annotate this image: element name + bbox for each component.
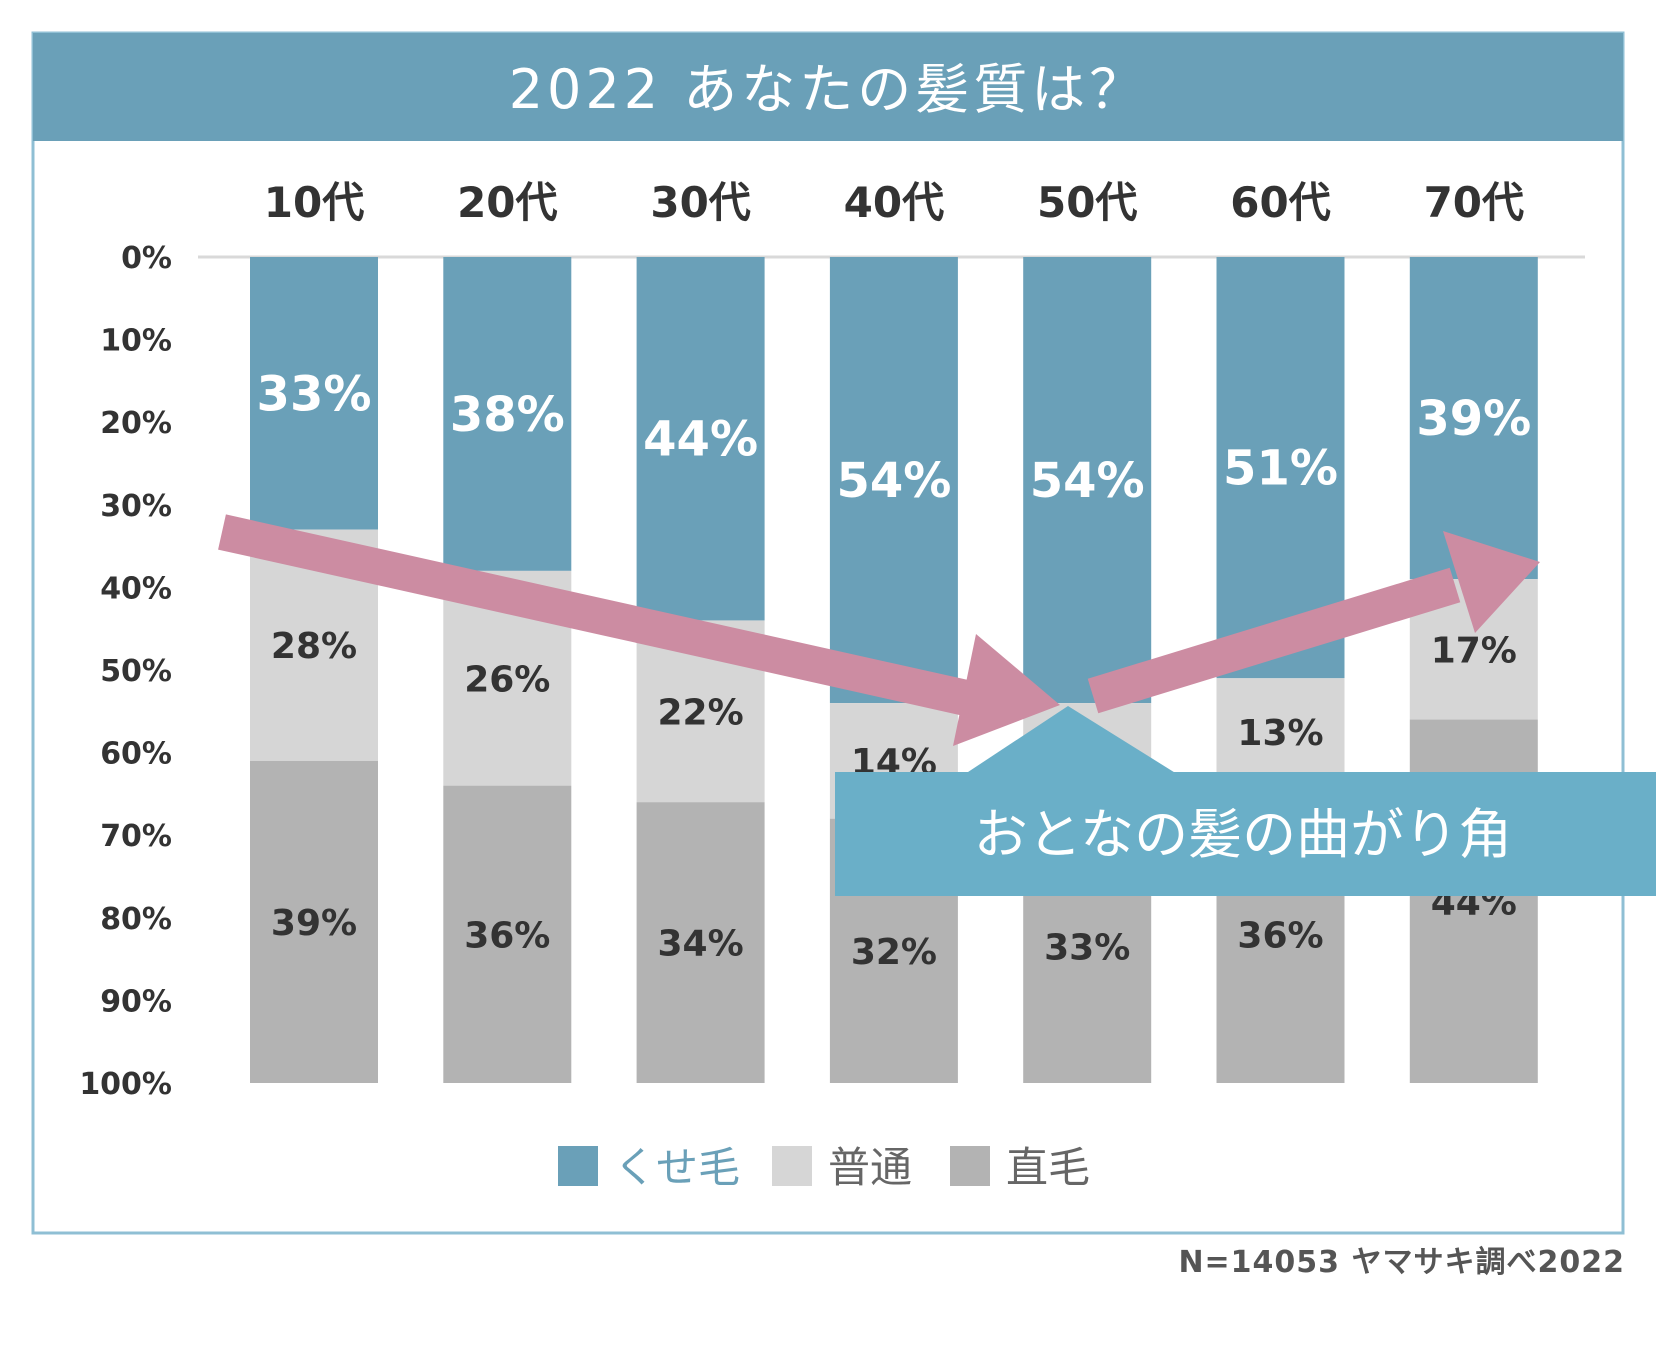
- bar-value-label-kusege: 54%: [1030, 453, 1145, 509]
- bar-segment-kusege: [443, 257, 572, 571]
- bar-value-label-kusege: 33%: [257, 366, 372, 422]
- trend-arrow-up-head: [1443, 531, 1540, 633]
- callout-text: おとなの髪の曲がり角: [974, 803, 1512, 866]
- chart-title: 2022 あなたの髪質は？: [509, 58, 1148, 121]
- x-category-label: 20代: [457, 178, 557, 227]
- bar-value-label-futsu: 17%: [1431, 630, 1517, 671]
- legend-label-futsu: 普通: [828, 1143, 912, 1192]
- y-tick-label: 50%: [100, 654, 172, 689]
- y-tick-label: 80%: [100, 902, 172, 937]
- y-tick-label: 70%: [100, 819, 172, 854]
- bar-segment-kusege: [636, 257, 765, 621]
- bar-value-label-kusege: 51%: [1223, 441, 1338, 497]
- bar-value-label-chokumo: 36%: [1237, 915, 1323, 956]
- y-tick-label: 0%: [121, 241, 172, 276]
- bar-value-label-futsu: 13%: [1237, 713, 1323, 754]
- x-category-label: 10代: [264, 178, 364, 227]
- bar-value-label-chokumo: 39%: [271, 903, 357, 944]
- y-tick-label: 10%: [100, 324, 172, 359]
- callout: おとなの髪の曲がり角: [835, 706, 1656, 896]
- y-tick-label: 90%: [100, 984, 172, 1019]
- bar-value-label-futsu: 28%: [271, 626, 357, 667]
- trend-arrow-up-shaft: [1087, 567, 1461, 714]
- x-category-label: 70代: [1424, 178, 1524, 227]
- y-tick-label: 30%: [100, 489, 172, 524]
- bar-segment-kusege: [250, 257, 378, 530]
- x-category-label: 60代: [1230, 178, 1330, 227]
- bar-value-label-futsu: 22%: [658, 692, 744, 733]
- bar-segment-kusege: [1409, 257, 1538, 580]
- trend-arrow-down-head: [953, 634, 1060, 746]
- bar-segment-chokumo: [250, 760, 378, 1083]
- source-note: N=14053 ヤマサキ調べ2022: [1178, 1245, 1625, 1280]
- legend: くせ毛 普通 直毛: [558, 1143, 1090, 1192]
- legend-swatch-futsu: [772, 1146, 812, 1186]
- bar-value-label-kusege: 54%: [836, 453, 951, 509]
- legend-label-chokumo: 直毛: [1006, 1143, 1090, 1192]
- y-axis-ticks: 0% 10% 20% 30% 40% 50% 60% 70% 80% 90% 100%: [79, 241, 172, 1102]
- bar-segment-kusege: [829, 257, 958, 704]
- bar-value-label-kusege: 38%: [450, 387, 565, 443]
- legend-swatch-chokumo: [950, 1146, 990, 1186]
- bar-segment-chokumo: [636, 802, 765, 1083]
- legend-label-kusege: くせ毛: [614, 1143, 740, 1192]
- bar-value-label-chokumo: 36%: [464, 915, 550, 956]
- segment-labels: 33%28%39%38%26%36%44%22%34%54%14%32%54%1…: [257, 366, 1532, 973]
- x-category-label: 50代: [1037, 178, 1137, 227]
- y-tick-label: 60%: [100, 737, 172, 772]
- trend-arrow-down-shaft: [218, 514, 979, 718]
- title-banner: [33, 33, 1623, 141]
- trend-arrows: [218, 514, 1540, 746]
- bar-segment-futsu: [1216, 678, 1345, 786]
- legend-swatch-kusege: [558, 1146, 598, 1186]
- x-axis-categories: 10代 20代 30代 40代 50代 60代 70代: [264, 178, 1524, 227]
- x-category-label: 40代: [844, 178, 944, 227]
- x-category-label: 30代: [650, 178, 750, 227]
- bar-value-label-chokumo: 32%: [851, 932, 937, 973]
- bar-value-label-kusege: 39%: [1416, 391, 1531, 447]
- y-tick-label: 40%: [100, 571, 172, 606]
- bar-segment-chokumo: [443, 785, 572, 1083]
- bar-value-label-futsu: 26%: [464, 659, 550, 700]
- y-tick-label: 20%: [100, 406, 172, 441]
- callout-box: [835, 772, 1656, 896]
- bar-value-label-chokumo: 33%: [1044, 928, 1130, 969]
- bar-value-label-kusege: 44%: [643, 412, 758, 468]
- bar-value-label-chokumo: 34%: [658, 924, 744, 965]
- y-tick-label: 100%: [79, 1067, 172, 1102]
- bar-segment-kusege: [1023, 257, 1152, 704]
- callout-pointer: [965, 706, 1177, 774]
